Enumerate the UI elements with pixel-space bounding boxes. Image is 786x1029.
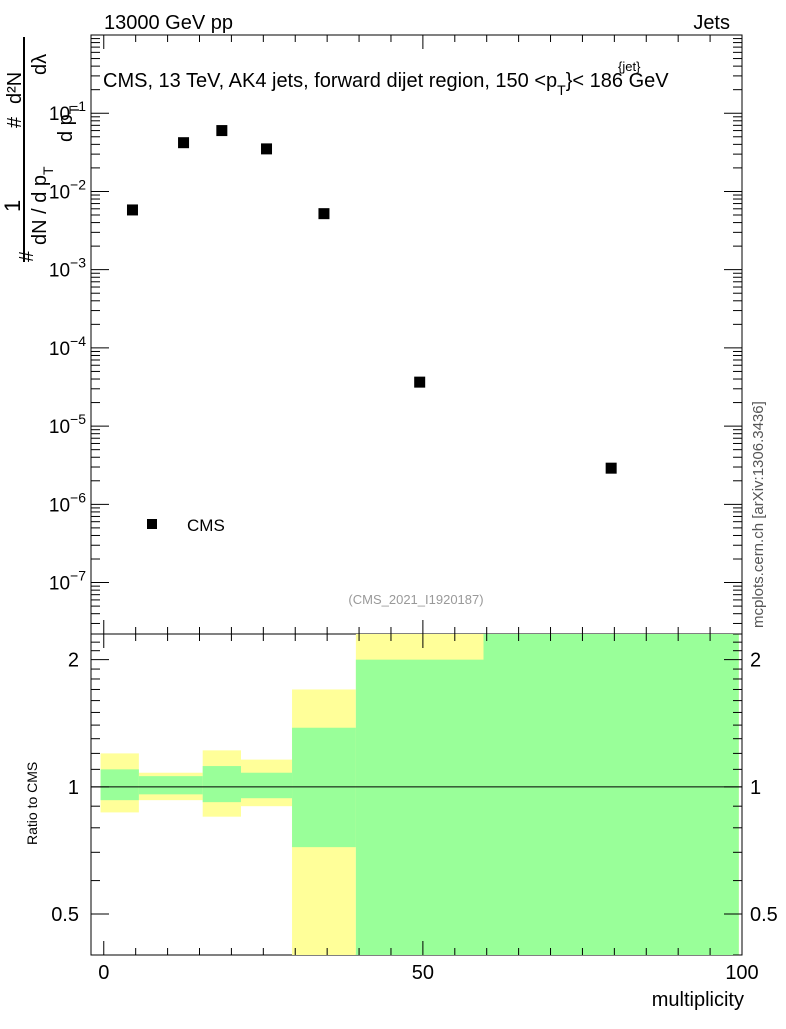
ratio-y-tick-label-left: 0.5 xyxy=(51,904,79,926)
ratio-y-tick-label-right: 2 xyxy=(750,650,761,672)
ylabel-hash-bottom: # xyxy=(16,250,38,262)
main-y-tick-label: 10−7 xyxy=(49,568,86,595)
x-tick-label: 50 xyxy=(412,962,434,984)
cms-data-point xyxy=(178,137,190,149)
ratio-band-green xyxy=(483,634,739,955)
main-y-tick-label: 10−2 xyxy=(49,176,86,203)
header-left: 13000 GeV pp xyxy=(104,12,233,34)
ratio-band-green xyxy=(355,659,484,955)
cms-data-point xyxy=(414,376,426,388)
ratio-band-green xyxy=(202,766,241,803)
ratio-ticks: 0.5 0.5 1 1 2 2 0 50 100 xyxy=(51,633,778,984)
header-right: Jets xyxy=(693,12,730,34)
legend-cms-label: CMS xyxy=(187,516,225,535)
main-y-tick-label: 10−6 xyxy=(49,489,86,516)
main-title: CMS, 13 TeV, AK4 jets, forward dijet reg… xyxy=(103,70,669,98)
ratio-band-green xyxy=(100,769,139,801)
main-panel-frame xyxy=(90,34,743,635)
ratio-band-green xyxy=(138,776,203,795)
x-tick-label: 0 xyxy=(98,962,109,984)
ratio-y-tick-label-left: 1 xyxy=(68,777,79,799)
ylabel-one: 1 xyxy=(0,200,25,212)
main-y-axis-label: # 1 dN / d pT # d²N d pT dλ xyxy=(0,37,82,262)
ratio-bands xyxy=(91,634,742,955)
main-ticks: 10−1 10−2 10−3 10−4 10−5 10−6 10−7 xyxy=(49,34,743,634)
ylabel-hash-top: # xyxy=(4,116,26,128)
ylabel-lambda: dλ xyxy=(29,54,51,75)
cms-data-point xyxy=(261,143,273,155)
cms-data-point xyxy=(216,125,228,137)
legend-cms-marker xyxy=(147,519,157,529)
ylabel-denominator: dN / d pT xyxy=(29,166,56,245)
cms-data-point xyxy=(126,204,138,216)
side-label: mcplots.cern.ch [arXiv:1306.3436] xyxy=(750,401,767,628)
main-title-superscript: {jet} xyxy=(618,59,641,74)
analysis-watermark: (CMS_2021_I1920187) xyxy=(348,592,483,607)
ratio-y-tick-label-left: 2 xyxy=(68,650,79,672)
main-y-tick-label: 10−3 xyxy=(49,255,86,282)
ylabel-numerator: d²N xyxy=(4,72,26,104)
cms-data-point xyxy=(605,462,617,474)
main-y-tick-label: 10−4 xyxy=(49,333,86,360)
main-points xyxy=(126,125,617,474)
main-y-tick-label: 10−5 xyxy=(49,411,86,438)
x-axis-label: multiplicity xyxy=(652,989,744,1011)
ratio-band-green xyxy=(240,772,293,799)
ratio-y-tick-label-right: 1 xyxy=(750,777,761,799)
x-tick-label: 100 xyxy=(725,962,758,984)
ratio-y-tick-label-right: 0.5 xyxy=(750,904,778,926)
ratio-y-axis-label: Ratio to CMS xyxy=(24,762,40,845)
cms-data-point xyxy=(318,208,330,220)
ylabel-num-den: d pT xyxy=(55,105,82,142)
main-y-tick-label: 10−1 xyxy=(49,98,86,125)
ratio-band-green xyxy=(292,727,356,848)
